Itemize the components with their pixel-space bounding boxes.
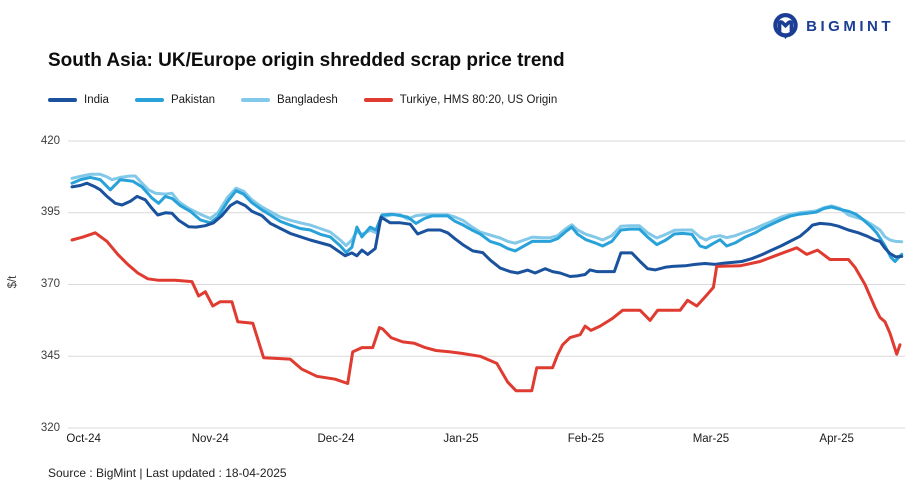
y-tick-395: 395 [40,206,60,219]
y-tick-345: 345 [40,349,60,362]
x-tick-Jan-25: Jan-25 [443,433,479,445]
y-axis-title: $/t [7,275,19,289]
series-line-turkiye [70,231,902,393]
series-line-pakistan [70,175,904,263]
x-tick-Apr-25: Apr-25 [819,433,854,445]
y-tick-370: 370 [40,278,60,290]
legend-label: Pakistan [170,94,216,106]
page-title: South Asia: UK/Europe origin shredded sc… [48,50,565,71]
legend-swatch [134,98,164,102]
x-tick-Oct-24: Oct-24 [66,433,101,445]
bigmint-logo-text: BIGMINT [806,18,894,35]
legend-item-pakistan: Pakistan [134,94,216,106]
bigmint-icon [772,13,799,40]
legend-swatch [241,98,271,102]
series-line-india [70,181,904,278]
legend-label: India [84,94,109,106]
source-note: Source : BigMint | Last updated : 18-04-… [48,466,287,480]
legend-label: Bangladesh [277,94,338,106]
legend-label: Turkiye, HMS 80:20, US Origin [399,94,558,106]
x-tick-Feb-25: Feb-25 [567,433,605,445]
x-tick-Nov-24: Nov-24 [191,433,229,445]
x-tick-Mar-25: Mar-25 [692,433,730,445]
series-line-bangladesh [70,172,904,247]
chart-legend: India Pakistan Bangladesh Turkiye, HMS 80:2… [48,94,557,106]
bigmint-logo: BIGMINT [772,13,894,40]
legend-item-bangladesh: Bangladesh [241,94,338,106]
legend-swatch [363,98,393,102]
y-tick-320: 320 [40,421,60,434]
legend-item-india: India [48,94,109,106]
legend-item-turkiye: Turkiye, HMS 80:20, US Origin [363,94,558,106]
y-tick-420: 420 [40,134,60,147]
legend-swatch [48,98,77,102]
x-tick-Dec-24: Dec-24 [317,433,355,445]
